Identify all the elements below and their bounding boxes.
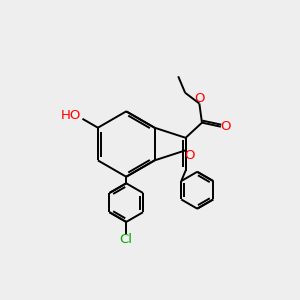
Text: Cl: Cl	[120, 233, 133, 246]
Text: O: O	[184, 149, 194, 162]
Text: HO: HO	[61, 109, 81, 122]
Text: O: O	[194, 92, 205, 105]
Text: O: O	[220, 120, 230, 133]
